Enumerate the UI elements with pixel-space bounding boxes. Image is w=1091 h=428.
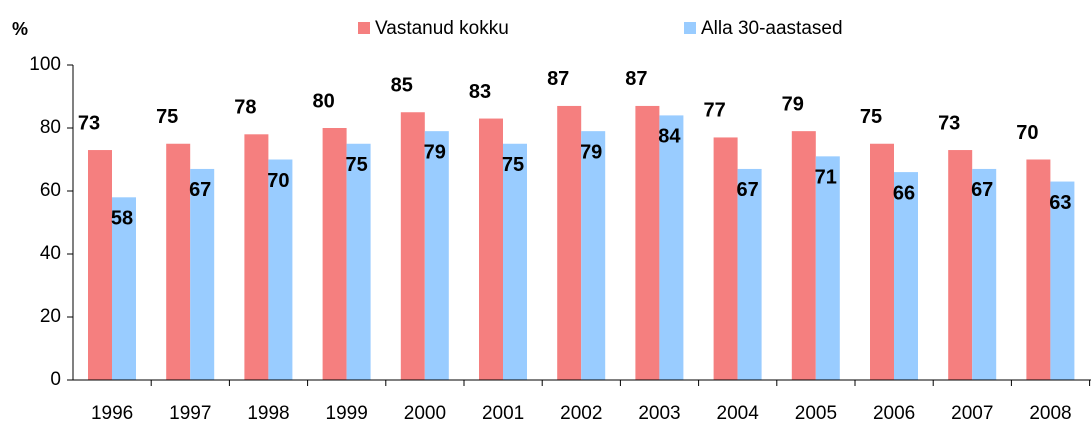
value-label: 78 [234, 97, 256, 119]
legend-swatch [358, 22, 370, 34]
legend-swatch [684, 22, 696, 34]
legend-label: Alla 30-aastased [701, 18, 843, 39]
bar [581, 131, 606, 380]
y-tick-label: 40 [40, 243, 61, 264]
value-label: 84 [658, 126, 681, 148]
y-tick-label: 100 [29, 54, 61, 75]
value-label: 58 [111, 208, 133, 230]
value-label: 67 [189, 179, 211, 201]
bar [346, 143, 371, 380]
bar [322, 128, 347, 380]
value-label: 70 [267, 170, 289, 192]
x-tick-label: 1997 [169, 403, 211, 424]
x-tick-label: 2002 [560, 403, 602, 424]
bar [870, 143, 894, 380]
value-label: 75 [502, 154, 524, 176]
x-tick-label: 2006 [873, 403, 915, 424]
value-label: 67 [736, 179, 758, 201]
value-label: 80 [312, 90, 334, 112]
bar [894, 172, 918, 380]
legend-label: Vastanud kokku [375, 18, 509, 39]
x-tick-label: 2003 [638, 403, 680, 424]
value-label: 70 [1016, 122, 1038, 144]
bar [112, 197, 136, 380]
value-label: 87 [547, 68, 569, 90]
value-label: 75 [860, 106, 882, 128]
bar [1050, 181, 1075, 380]
value-label: 87 [625, 68, 647, 90]
bar [503, 143, 527, 380]
bar [948, 150, 973, 380]
value-label: 67 [971, 179, 993, 201]
value-label: 63 [1049, 192, 1071, 214]
bar [635, 105, 660, 380]
y-axis-label: % [12, 19, 28, 39]
bar [815, 156, 840, 380]
value-label: 85 [391, 75, 413, 97]
bar [557, 105, 582, 380]
x-tick-label: 1999 [326, 403, 368, 424]
bar [479, 118, 503, 381]
x-tick-label: 2004 [717, 403, 760, 424]
x-tick-label: 2005 [795, 403, 837, 424]
bar [1026, 159, 1051, 380]
value-label: 83 [469, 81, 491, 103]
y-tick-label: 20 [40, 306, 61, 327]
value-label: 77 [703, 100, 725, 122]
value-label: 75 [156, 106, 178, 128]
value-label: 79 [424, 141, 446, 163]
value-label: 71 [815, 167, 837, 189]
bar [190, 168, 215, 380]
y-tick-label: 80 [40, 117, 61, 138]
x-tick-label: 1996 [91, 403, 133, 424]
bar [791, 131, 816, 380]
bar [713, 137, 738, 380]
value-label: 73 [938, 112, 960, 134]
bar [88, 150, 112, 380]
value-label: 73 [78, 112, 100, 134]
x-tick-label: 2008 [1029, 403, 1071, 424]
y-tick-label: 60 [40, 180, 61, 201]
bar [972, 168, 997, 380]
bar [737, 168, 762, 380]
value-label: 75 [345, 154, 367, 176]
value-label: 79 [782, 93, 804, 115]
x-tick-label: 2000 [404, 403, 446, 424]
value-label: 66 [893, 182, 915, 204]
bar [244, 134, 269, 380]
y-tick-label: 0 [50, 369, 61, 390]
bar [659, 115, 684, 381]
x-tick-label: 2007 [951, 403, 993, 424]
x-tick-label: 2001 [482, 403, 524, 424]
bar [268, 159, 293, 380]
bar [400, 112, 425, 380]
bar [424, 131, 449, 380]
x-tick-label: 1998 [247, 403, 289, 424]
bar [166, 143, 191, 380]
value-label: 79 [580, 141, 602, 163]
